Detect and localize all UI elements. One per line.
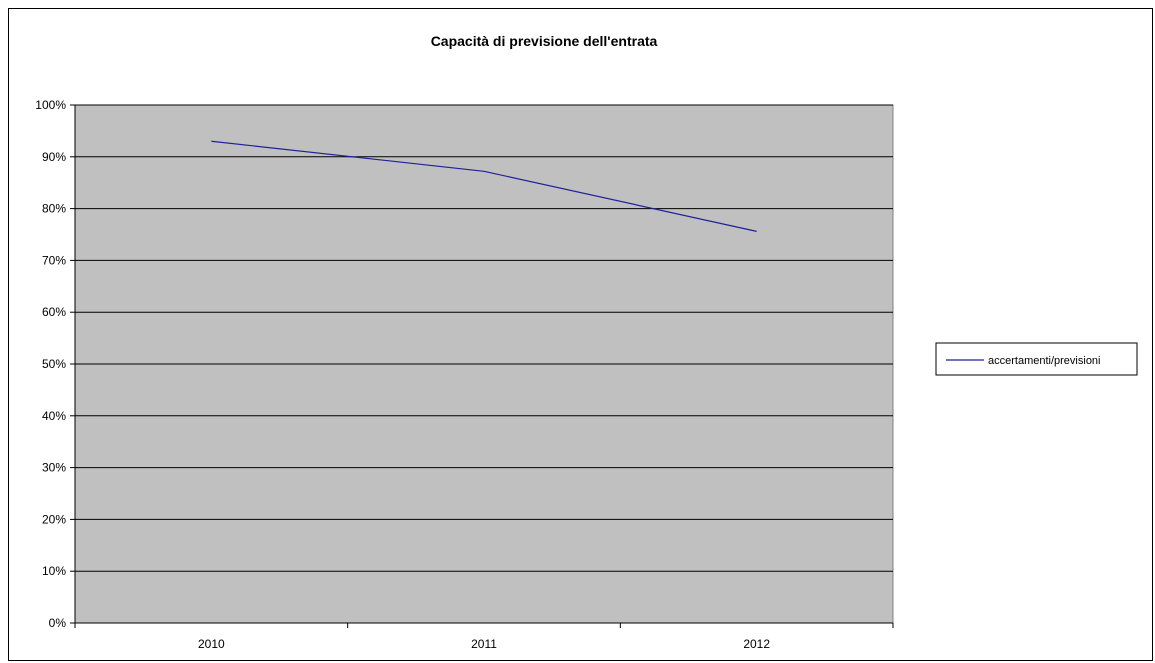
x-tick-label-2012: 2012 xyxy=(743,637,770,651)
y-tick-label: 100% xyxy=(35,98,66,112)
y-tick-label: 0% xyxy=(49,616,67,630)
y-axis-tick-labels: 0% 10% 20% 30% 40% 50% 60% 70% 80% 90% 100% xyxy=(35,98,66,630)
y-tick-label: 60% xyxy=(42,305,66,319)
legend: accertamenti/previsioni xyxy=(935,342,1138,376)
gridlines xyxy=(75,104,893,572)
y-tick-label: 30% xyxy=(42,461,66,475)
y-tick-label: 90% xyxy=(42,150,66,164)
series-line-accertamenti-previsioni xyxy=(211,140,757,232)
y-tick-label: 20% xyxy=(42,512,66,526)
series-lines xyxy=(211,140,757,232)
y-tick-label: 80% xyxy=(42,202,66,216)
y-tick-label: 40% xyxy=(42,409,66,423)
y-tick-label: 70% xyxy=(42,253,66,267)
legend-box xyxy=(935,342,1138,376)
chart-title: Capacità di previsione dell'entrata xyxy=(431,33,658,49)
legend-label-accertamenti-previsioni: accertamenti/previsioni xyxy=(988,355,1101,367)
y-tick-label: 10% xyxy=(42,564,66,578)
x-tick-label-2011: 2011 xyxy=(471,637,497,651)
axes xyxy=(70,104,894,628)
x-axis-tick-labels: 2010 2011 2012 xyxy=(198,637,770,651)
y-tick-label: 50% xyxy=(42,357,66,371)
x-tick-label-2010: 2010 xyxy=(198,637,225,651)
